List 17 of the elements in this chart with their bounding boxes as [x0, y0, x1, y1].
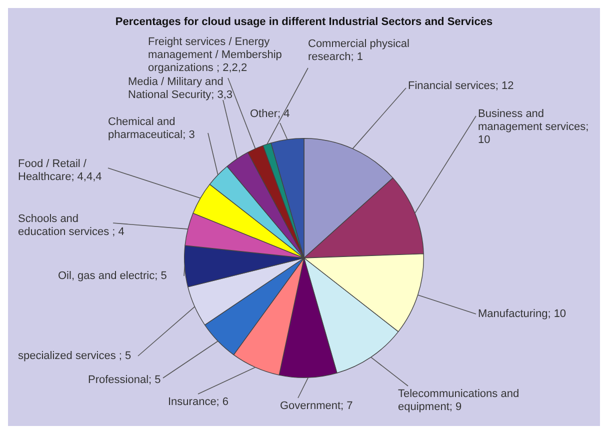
- slice-label: Professional; 5: [88, 374, 162, 387]
- slice-label: Financial services; 12: [408, 80, 515, 93]
- slice-label: specialized services ; 5: [18, 350, 132, 363]
- slice-label: Other; 4: [250, 108, 291, 121]
- slice-label: Oil, gas and electric; 5: [58, 270, 168, 283]
- slice-label: Insurance; 6: [168, 396, 230, 409]
- slice-label: Commercial physical research; 1: [308, 38, 410, 64]
- slice-label: Manufacturing; 10: [478, 308, 568, 321]
- slice-label: Schools and education services ; 4: [18, 213, 126, 239]
- slice-label: Government; 7: [280, 400, 353, 412]
- chart-title: Percentages for cloud usage in different Industrial Sectors and Services: [114, 16, 494, 28]
- slice-label: Business and management services; 10: [478, 108, 590, 147]
- slice-label: Media / Military and National Security; 3,3: [128, 76, 234, 102]
- slice-label: Chemical and pharmaceutical; 3: [108, 116, 196, 142]
- slice-label: Telecommunications and equipment; 9: [398, 388, 520, 414]
- slice-label: Freight services / Energy management / Membership organizations ; 2,2,2: [148, 36, 283, 75]
- slice-label: Food / Retail / Healthcare; 4,4,4: [18, 158, 103, 184]
